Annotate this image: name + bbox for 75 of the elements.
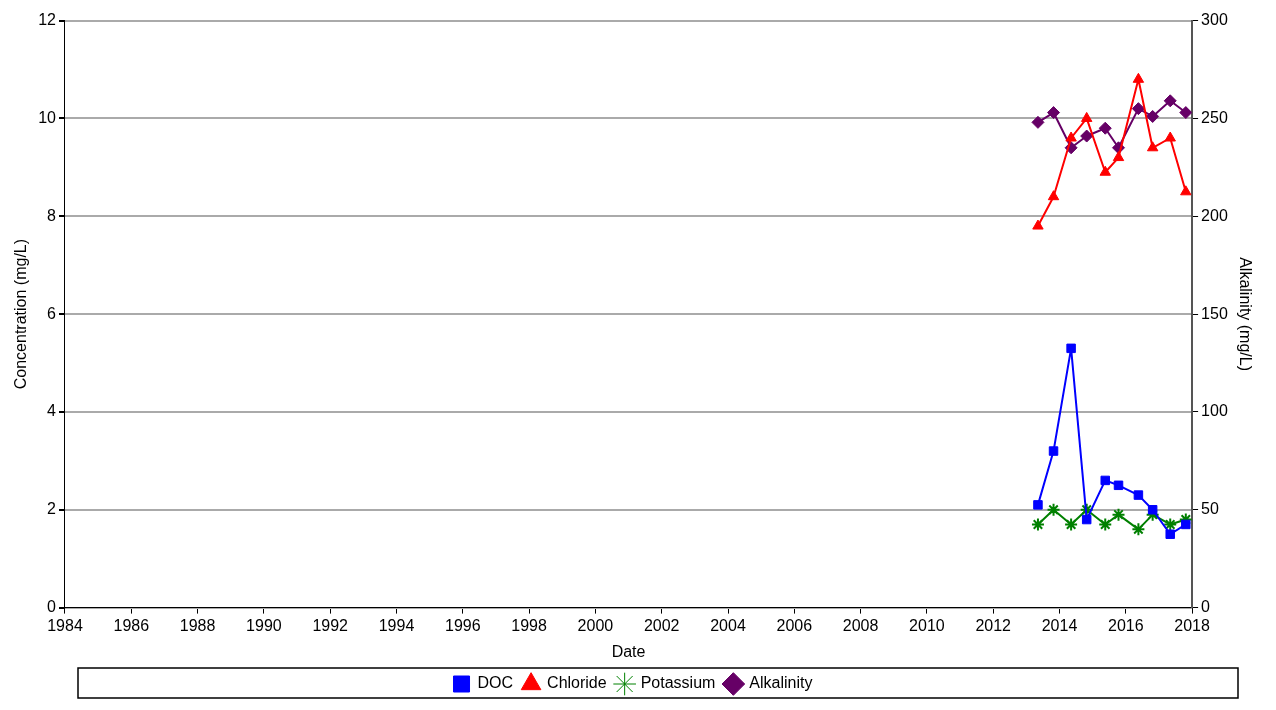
x-tick-label: 2006 [776, 616, 813, 634]
point [1181, 519, 1191, 530]
y-axis-title: Concentration (mg/L) [12, 238, 30, 390]
x-tick-label: 2012 [975, 616, 1012, 634]
point [1179, 106, 1193, 120]
y2-tick-label: 300 [1201, 11, 1228, 29]
point [1048, 446, 1059, 456]
point [1180, 185, 1192, 196]
point [1146, 109, 1160, 123]
point [1047, 190, 1060, 201]
point [1163, 94, 1177, 108]
point [1165, 529, 1175, 539]
point [1100, 475, 1110, 486]
point [1080, 111, 1093, 122]
x-tick-label: 1984 [47, 616, 83, 634]
y-tick-label: 2 [47, 500, 57, 518]
y2-tick-label: 150 [1201, 304, 1228, 322]
y2-tick-label: 50 [1201, 500, 1219, 518]
x-tick-label: 2008 [842, 616, 879, 634]
y2-tick-label: 0 [1201, 598, 1211, 616]
x-tick-label: 2018 [1174, 616, 1210, 634]
x-tick-label: 1990 [246, 616, 282, 634]
x-tick-label: 1992 [312, 616, 349, 634]
legend-label: Chloride [547, 674, 607, 692]
point [1065, 131, 1077, 142]
point [1113, 480, 1124, 491]
y-tick-label: 6 [47, 304, 57, 322]
x-tick-label: 2000 [577, 616, 614, 634]
y-tick-label: 4 [47, 402, 57, 420]
point [1111, 507, 1126, 522]
x-tick-label: 1998 [511, 616, 547, 634]
x-tick-label: 2004 [710, 616, 746, 634]
point [1098, 121, 1112, 135]
point [1098, 517, 1113, 532]
point [1079, 502, 1094, 517]
point [1163, 517, 1178, 532]
y2-tick-label: 200 [1201, 206, 1228, 224]
y2-tick-label: 250 [1201, 108, 1228, 126]
y-tick-label: 10 [38, 108, 57, 126]
x-tick-label: 1994 [378, 616, 415, 634]
point [1030, 517, 1045, 532]
y2-tick-label: 100 [1201, 402, 1228, 420]
y2-axis-title: Alkalinity (mg/L) [1236, 257, 1254, 372]
y-tick-label: 12 [38, 11, 57, 29]
point [1131, 102, 1145, 116]
point [1046, 502, 1061, 517]
point [1031, 115, 1045, 129]
legend-label: Potassium [640, 674, 716, 692]
x-tick-label: 1988 [179, 616, 216, 634]
legend-label: Alkalinity [749, 674, 813, 692]
point [1080, 129, 1094, 143]
point [1066, 343, 1076, 354]
point [1081, 514, 1092, 525]
point [1133, 490, 1144, 500]
point [1146, 141, 1159, 152]
point [1047, 106, 1061, 120]
x-tick-label: 2016 [1108, 616, 1144, 634]
x-tick-label: 2010 [909, 616, 945, 634]
point [1032, 219, 1044, 230]
point [1164, 131, 1176, 142]
y-tick-label: 8 [47, 206, 57, 224]
point [1033, 500, 1043, 510]
x-tick-label: 1996 [445, 616, 481, 634]
x-tick-label: 1986 [113, 616, 150, 634]
point [1147, 505, 1158, 515]
x-tick-label: 2002 [643, 616, 680, 634]
x-axis-title: Date [611, 642, 646, 660]
point [1132, 72, 1145, 83]
point [1064, 517, 1079, 532]
legend-label: DOC [477, 674, 514, 692]
point [1131, 522, 1146, 537]
point [1099, 165, 1111, 176]
x-tick-label: 2014 [1041, 616, 1078, 634]
y-tick-label: 0 [47, 598, 57, 616]
point [1112, 151, 1125, 162]
